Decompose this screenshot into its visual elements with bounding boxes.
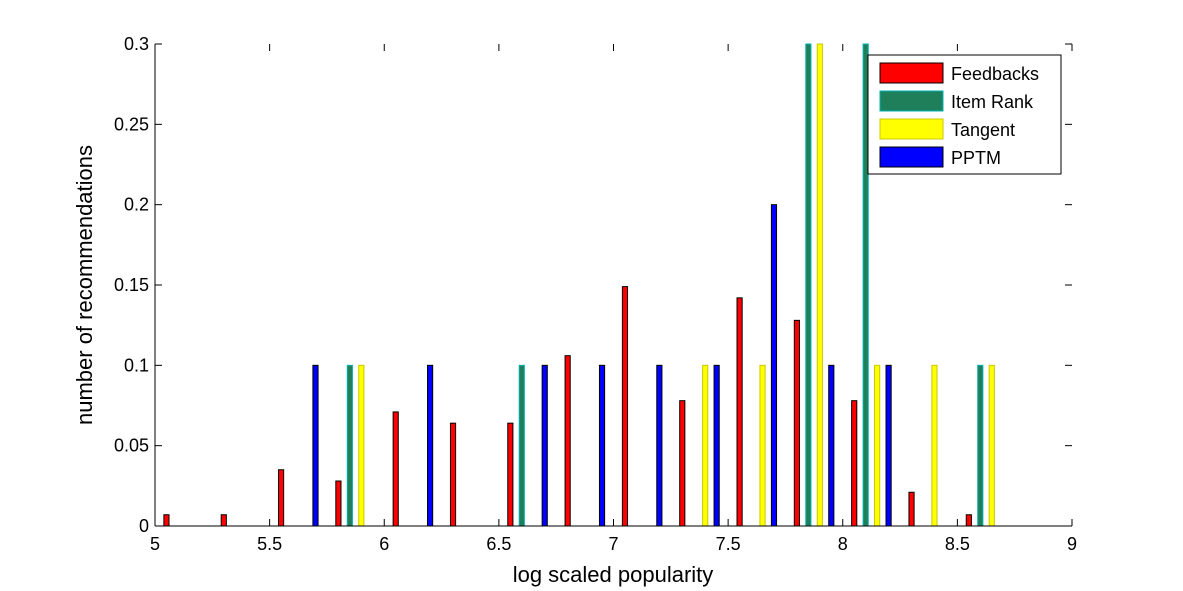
bar-tangent-9 [702, 364, 709, 527]
x-tick-label: 7 [608, 534, 618, 554]
bar-item-rank-11 [805, 43, 812, 527]
bar-feedbacks-6 [507, 422, 514, 527]
bar-tangent-10 [759, 364, 766, 527]
y-tick-label: 0.3 [124, 34, 149, 54]
y-ticks-group: 0 0.05 0.1 0.15 0.2 0.25 0.3 [114, 34, 1072, 536]
legend-label-tangent: Tangent [951, 120, 1015, 140]
x-ticks-group: 5 5.5 6 6.5 7 7.5 8 8.5 9 [150, 44, 1077, 554]
legend-swatch-feedbacks [879, 62, 944, 84]
bar-pptm-9 [713, 364, 720, 527]
legend-swatch-pptm [879, 146, 944, 168]
bar-tangent-3 [358, 364, 365, 527]
bar-feedbacks-8 [621, 286, 629, 527]
legend-swatch-item-rank [879, 90, 944, 112]
x-tick-label: 8 [838, 534, 848, 554]
x-tick-label: 9 [1067, 534, 1077, 554]
bar-feedbacks-5 [449, 422, 457, 527]
bar-pptm-8 [656, 364, 663, 527]
x-axis-label: log scaled popularity [513, 562, 714, 587]
bar-pptm-11 [828, 364, 835, 527]
x-tick-label: 6 [379, 534, 389, 554]
bar-feedbacks-7 [564, 355, 571, 527]
bar-pptm-10 [770, 204, 778, 527]
y-tick-label: 0.1 [124, 355, 149, 375]
bar-feedbacks-11 [793, 319, 800, 527]
bar-item-rank-14 [977, 364, 984, 527]
bar-feedbacks-10 [736, 297, 743, 527]
legend-label-item-rank: Item Rank [951, 92, 1034, 112]
legend-label-pptm: PPTM [951, 148, 1001, 168]
bar-tangent-11 [816, 43, 823, 527]
bar-feedbacks-12 [851, 400, 858, 527]
legend-label-feedbacks: Feedbacks [951, 64, 1039, 84]
bar-feedbacks-3 [335, 480, 342, 527]
y-axis-label: number of recommendations [72, 145, 97, 425]
bar-feedbacks-2 [278, 469, 285, 527]
y-tick-label: 0 [139, 516, 149, 536]
y-tick-label: 0.2 [124, 195, 149, 215]
y-tick-label: 0.15 [114, 275, 149, 295]
y-tick-label: 0.05 [114, 436, 149, 456]
x-tick-label: 5 [150, 534, 160, 554]
bar-pptm-7 [598, 364, 606, 527]
x-tick-label: 8.5 [945, 534, 970, 554]
bar-feedbacks-4 [392, 411, 399, 527]
bar-pptm-12 [885, 364, 892, 527]
bar-pptm-4 [427, 364, 434, 527]
x-tick-label: 5.5 [257, 534, 282, 554]
bar-tangent-14 [988, 364, 995, 527]
bar-item-rank-6 [518, 364, 525, 527]
bar-item-rank-3 [346, 364, 353, 527]
y-tick-label: 0.25 [114, 114, 149, 134]
legend: Feedbacks Item Rank Tangent PPTM [867, 54, 1062, 175]
bar-tangent-12 [874, 364, 881, 527]
bar-tangent-13 [931, 364, 938, 527]
bar-feedbacks-1 [220, 514, 227, 527]
bar-pptm-6 [541, 364, 548, 527]
bar-pptm-2 [312, 364, 319, 527]
bar-item-rank-12 [862, 43, 869, 527]
bar-feedbacks-13 [908, 491, 915, 527]
x-tick-label: 6.5 [486, 534, 511, 554]
x-tick-label: 7.5 [716, 534, 741, 554]
bar-feedbacks-0 [163, 514, 170, 527]
bar-feedbacks-9 [679, 400, 686, 527]
legend-swatch-tangent [879, 118, 944, 140]
bar-feedbacks-14 [965, 514, 972, 527]
